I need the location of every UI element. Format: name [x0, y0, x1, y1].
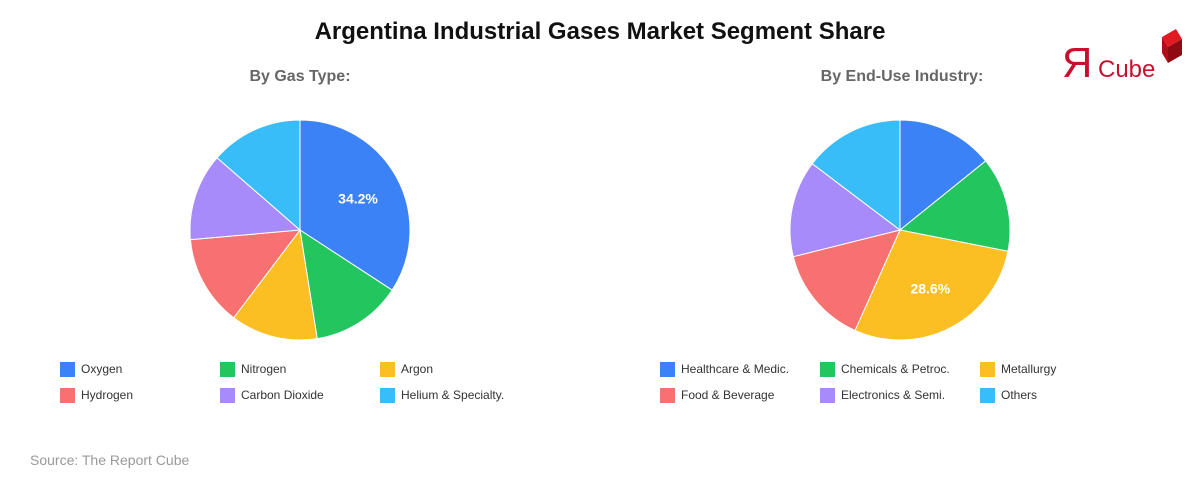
- source-note: Source: The Report Cube: [30, 452, 190, 468]
- pie-slice-carbon-dioxide: [189, 157, 302, 241]
- pie-slice-chemicals-petroc: [898, 160, 1011, 252]
- legend-label: Metallurgy: [1001, 362, 1057, 376]
- legend-swatch: [820, 387, 835, 403]
- gas-type-pie: 34.2%: [189, 119, 411, 341]
- pie-slice-others: [811, 119, 901, 232]
- legend-label: Carbon Dioxide: [241, 388, 324, 402]
- pie-slice-hydrogen: [189, 229, 302, 319]
- legend-swatch: [380, 387, 395, 403]
- legend-item: Helium & Specialty.: [380, 387, 504, 403]
- legend-swatch: [60, 387, 75, 403]
- legend-label: Others: [1001, 388, 1038, 402]
- pie-slice-helium-specialty: [216, 119, 301, 232]
- legend-swatch: [660, 387, 675, 403]
- legend-item: Oxygen: [60, 361, 122, 377]
- gas-type-subtitle: By Gas Type:: [249, 68, 351, 85]
- slice-value-label: 34.2%: [338, 191, 378, 207]
- legend-item: Argon: [380, 361, 433, 377]
- legend-label: Hydrogen: [81, 388, 134, 402]
- legend-item: Food & Beverage: [660, 387, 774, 403]
- legend-swatch: [980, 361, 995, 377]
- legend-item: Chemicals & Petroc.: [820, 361, 950, 377]
- legend-swatch: [60, 361, 75, 377]
- pie-slice-healthcare-medic: [899, 119, 987, 232]
- legend-label: Oxygen: [81, 362, 123, 376]
- pie-slice-nitrogen: [299, 228, 393, 340]
- chart-title: Argentina Industrial Gases Market Segmen…: [314, 18, 886, 45]
- pie-slice-electronics-semi: [789, 162, 902, 258]
- report-cube-logo: Я Cube: [1060, 25, 1190, 86]
- legend-label: Chemicals & Petroc.: [841, 362, 950, 376]
- legend-label: Electronics & Semi.: [841, 388, 946, 402]
- legend-swatch: [220, 361, 235, 377]
- logo-text: Cube: [1098, 56, 1155, 83]
- legend-item: Metallurgy: [980, 361, 1056, 377]
- legend-swatch: [220, 387, 235, 403]
- legend-swatch: [980, 387, 995, 403]
- legend-label: Healthcare & Medic.: [681, 362, 790, 376]
- legend-item: Hydrogen: [60, 387, 133, 403]
- legend-item: Carbon Dioxide: [220, 387, 324, 403]
- legend-swatch: [660, 361, 675, 377]
- legend-label: Food & Beverage: [681, 388, 775, 402]
- legend-label: Argon: [401, 362, 434, 376]
- legend-item: Healthcare & Medic.: [660, 361, 789, 377]
- pie-slice-argon: [232, 228, 318, 341]
- slice-value-label: 28.6%: [910, 281, 950, 297]
- cube-icon: [1162, 29, 1182, 63]
- legend-item: Nitrogen: [220, 361, 286, 377]
- end-use-pie: 28.6%: [789, 119, 1011, 341]
- legend-swatch: [380, 361, 395, 377]
- end-use-subtitle: By End-Use Industry:: [820, 68, 984, 85]
- legend-swatch: [820, 361, 835, 377]
- legend-label: Helium & Specialty.: [401, 388, 505, 402]
- legend-item: Others: [980, 387, 1037, 403]
- legend-item: Electronics & Semi.: [820, 387, 945, 403]
- pie-slice-food-beverage: [792, 229, 901, 332]
- logo-r-glyph: Я: [1062, 39, 1092, 85]
- pie-slice-metallurgy: [854, 229, 1009, 341]
- legend-label: Nitrogen: [241, 362, 287, 376]
